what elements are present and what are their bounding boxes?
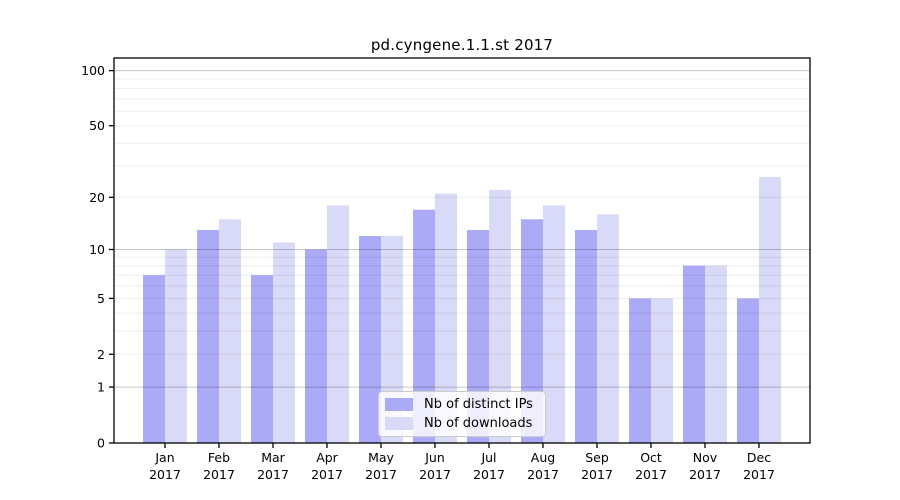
- x-tick-label-month: Aug: [531, 450, 555, 465]
- x-tick-label-month: Dec: [747, 450, 771, 465]
- bar-downloads-apr: [327, 205, 349, 443]
- y-tick-label: 2: [97, 347, 105, 362]
- bar-distinct-ips-dec: [737, 298, 759, 443]
- x-tick-label-month: Apr: [316, 450, 338, 465]
- y-tick-label: 1: [97, 380, 105, 395]
- x-tick-label-month: Jun: [424, 450, 445, 465]
- plot-frame: [113, 57, 811, 444]
- x-tick-label-year: 2017: [581, 467, 613, 482]
- x-tick-label-month: Jan: [154, 450, 174, 465]
- bar-distinct-ips-oct: [629, 298, 651, 443]
- bar-distinct-ips-jan: [143, 275, 165, 443]
- x-tick-label-month: Oct: [640, 450, 662, 465]
- legend-swatch-distinct-ips: [385, 398, 413, 412]
- y-tick-label: 10: [89, 242, 105, 257]
- x-tick-label-month: Mar: [261, 450, 285, 465]
- x-tick-label-month: Sep: [585, 450, 609, 465]
- x-tick-label-month: Feb: [208, 450, 230, 465]
- bar-downloads-jan: [165, 249, 187, 443]
- x-tick-label-year: 2017: [203, 467, 235, 482]
- x-tick-label-year: 2017: [257, 467, 289, 482]
- chart-title: pd.cyngene.1.1.st 2017: [370, 36, 554, 54]
- y-tick-label: 50: [89, 118, 105, 133]
- x-tick-label-year: 2017: [311, 467, 343, 482]
- x-tick-label-year: 2017: [527, 467, 559, 482]
- legend-item-downloads: Nb of downloads: [385, 416, 539, 431]
- x-tick-label-year: 2017: [743, 467, 775, 482]
- bar-distinct-ips-feb: [197, 230, 219, 443]
- y-tick-label: 100: [81, 63, 105, 78]
- bar-downloads-jul: [489, 190, 511, 443]
- x-tick-label-year: 2017: [419, 467, 451, 482]
- x-tick-label-year: 2017: [149, 467, 181, 482]
- bar-distinct-ips-may: [359, 236, 381, 443]
- bar-downloads-sep: [597, 214, 619, 443]
- bar-downloads-aug: [543, 205, 565, 443]
- x-tick-label-year: 2017: [473, 467, 505, 482]
- bar-downloads-dec: [759, 177, 781, 443]
- x-tick-label-month: Jul: [480, 450, 496, 465]
- legend-label-downloads: Nb of downloads: [424, 415, 533, 431]
- x-tick-label-month: Nov: [693, 450, 718, 465]
- x-tick-label-year: 2017: [689, 467, 721, 482]
- bar-distinct-ips-jun: [413, 209, 435, 443]
- bar-downloads-jun: [435, 193, 457, 443]
- legend-swatch-downloads: [385, 416, 413, 430]
- bar-distinct-ips-apr: [305, 249, 327, 443]
- bar-distinct-ips-jul: [467, 230, 489, 443]
- bar-downloads-nov: [705, 265, 727, 443]
- y-tick-label: 5: [97, 291, 105, 306]
- bar-downloads-oct: [651, 298, 673, 443]
- x-tick-label-year: 2017: [365, 467, 397, 482]
- x-tick-label-year: 2017: [635, 467, 667, 482]
- bar-distinct-ips-mar: [251, 275, 273, 443]
- legend-label-distinct-ips: Nb of distinct IPs: [424, 397, 533, 413]
- bar-downloads-mar: [273, 242, 295, 443]
- x-tick-label-month: May: [368, 450, 394, 465]
- y-tick-label: 0: [97, 436, 105, 451]
- legend: Nb of distinct IPs Nb of downloads: [378, 391, 546, 437]
- y-tick-label: 20: [89, 190, 105, 205]
- bar-downloads-feb: [219, 219, 241, 443]
- bar-distinct-ips-nov: [683, 265, 705, 443]
- bar-distinct-ips-aug: [521, 219, 543, 443]
- bar-distinct-ips-sep: [575, 230, 597, 443]
- legend-item-distinct-ips: Nb of distinct IPs: [385, 397, 539, 412]
